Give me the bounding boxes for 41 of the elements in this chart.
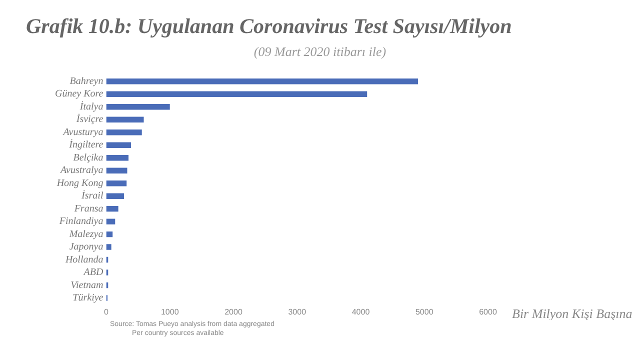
y-tick-label: İngiltere (68, 138, 104, 151)
y-tick-label: Türkiye (72, 292, 104, 304)
bar (106, 193, 124, 199)
bar (106, 180, 127, 186)
x-tick-label: 0 (104, 307, 109, 316)
bar (106, 244, 112, 250)
y-tick-label: Avusturya (62, 126, 104, 138)
bar (106, 104, 170, 110)
x-tick-label: 3000 (288, 307, 307, 316)
bar (106, 231, 113, 238)
y-tick-label: İtalya (78, 100, 104, 112)
bar (106, 78, 418, 84)
y-tick-label: Güney Kore (54, 88, 104, 100)
y-tick-label: Bahreyn (70, 76, 104, 87)
bar (106, 116, 144, 122)
y-tick-label: Belçika (73, 152, 104, 164)
y-tick-label: ABD (82, 267, 104, 278)
x-tick-label: 6000 (479, 307, 498, 316)
y-tick-label: Avustralya (59, 165, 104, 176)
y-tick-label: Hollanda (64, 254, 104, 266)
bar (106, 154, 128, 161)
y-tick-label: Fransa (73, 203, 104, 214)
bar (106, 206, 118, 212)
bar (106, 129, 142, 136)
bar (106, 142, 132, 148)
y-tick-label: Finlandiya (58, 216, 104, 228)
y-tick-label: Hong Kong (56, 178, 104, 189)
x-tick-label: 1000 (160, 307, 180, 316)
y-tick-label: İsviçre (75, 113, 104, 126)
chart-subtitle: (09 Mart 2020 itibarı ile) (252, 44, 388, 60)
y-tick-label: Japonya (69, 242, 104, 253)
y-tick-label: Vietnam (70, 280, 104, 291)
bar (106, 168, 128, 174)
bar (106, 91, 368, 97)
x-tick-label: 4000 (352, 307, 370, 316)
chart-title: Grafik 10.b: Uygulanan Coronavirus Test Sayısı/Milyon (26, 14, 512, 39)
y-tick-label: Malezya (68, 228, 104, 240)
y-tick-label: İsrail (80, 190, 104, 202)
x-tick-label: 2000 (224, 307, 243, 316)
x-tick-label: 5000 (415, 307, 434, 316)
bar (106, 218, 116, 224)
